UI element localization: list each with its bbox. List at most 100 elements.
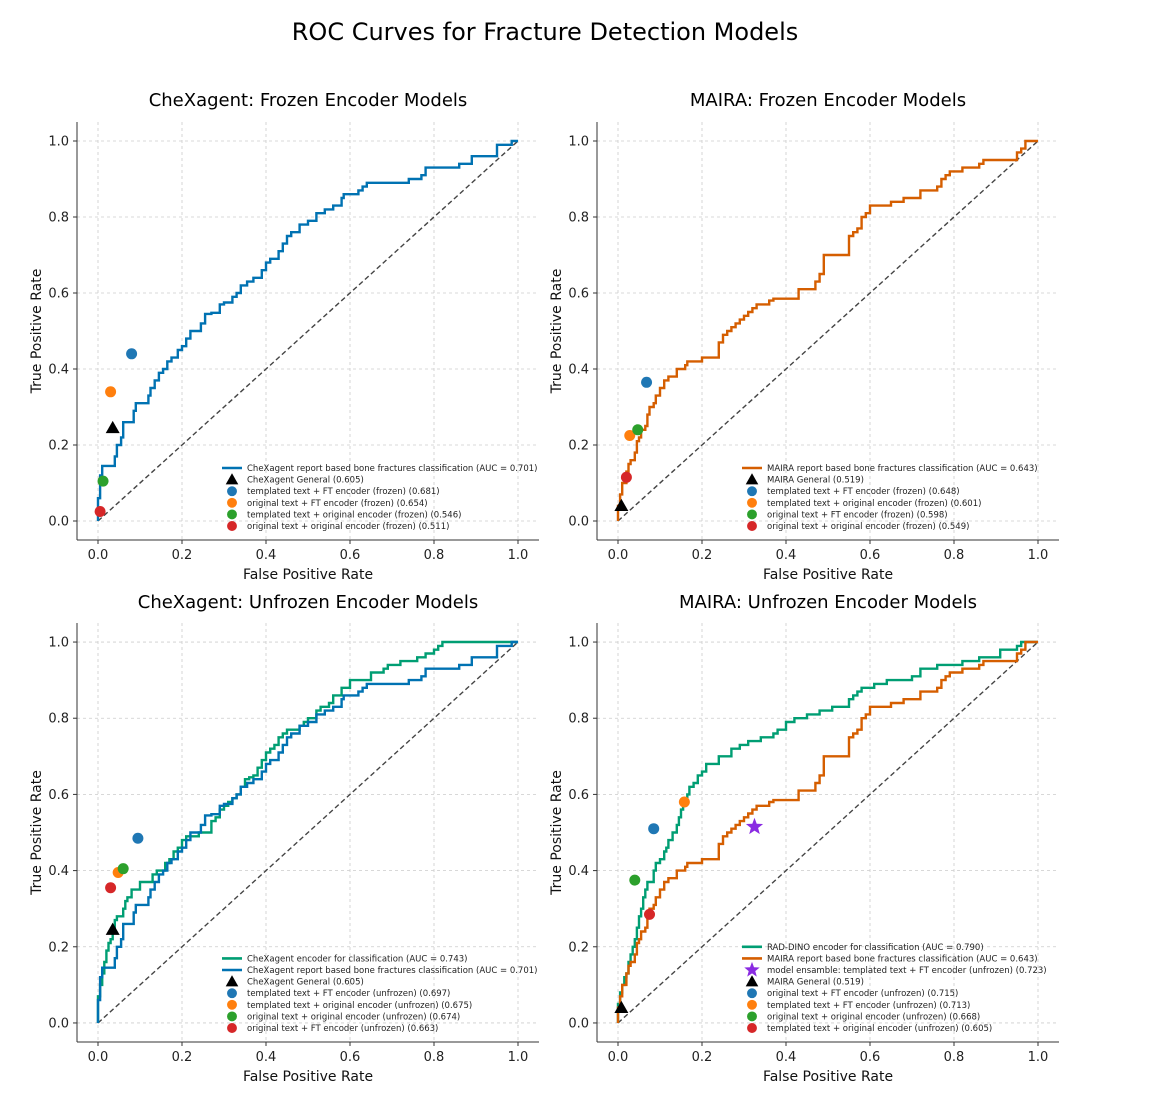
legend-marker-circle (227, 1023, 237, 1033)
y-tick-label: 0.0 (48, 1016, 69, 1031)
panel-title: CheXagent: Frozen Encoder Models (149, 90, 468, 111)
roc-panel-2: 0.0 0.2 0.4 0.6 0.8 1.0 0.0 0.2 0.4 0.6 0.8 1.0 MAIR… (549, 90, 1059, 583)
operating-point-triangle (614, 498, 629, 512)
y-tick-label: 0.4 (568, 363, 589, 378)
x-tick-label: 0.8 (944, 548, 965, 563)
x-tick-label: 1.0 (1028, 548, 1049, 563)
legend-entry-label: templated text + original encoder (unfro… (767, 1024, 992, 1034)
y-tick-label: 0.6 (568, 287, 589, 302)
legend-entry-label: model ensamble: templated text + FT enco… (767, 966, 1047, 976)
legend-entry-label: original text + FT encoder (unfrozen) (0… (247, 1024, 438, 1034)
legend-marker-circle (227, 497, 237, 508)
y-tick-label: 0.8 (48, 211, 69, 226)
operating-point-circle (126, 348, 138, 360)
legend-entry-label: templated text + FT encoder (frozen) (0.… (767, 487, 960, 497)
panel-title: CheXagent: Unfrozen Encoder Models (138, 592, 479, 613)
x-tick-label: 0.2 (172, 548, 193, 563)
legend-entry-label: original text + FT encoder (frozen) (0.5… (767, 510, 948, 520)
legend-marker-circle (747, 486, 757, 497)
operating-point-triangle (105, 922, 120, 935)
operating-point-circle (624, 430, 636, 441)
legend-marker-triangle (225, 975, 239, 987)
legend-entry-label: CheXagent report based bone fractures cl… (247, 464, 537, 474)
legend-entry-label: MAIRA General (0.519) (767, 476, 864, 486)
x-tick-label: 0.6 (860, 548, 881, 563)
x-tick-label: 0.0 (608, 548, 629, 563)
legend-marker-circle (227, 988, 237, 999)
y-tick-label: 0.8 (568, 211, 589, 226)
legend-marker-circle (747, 521, 757, 531)
y-tick-label: 0.0 (568, 1016, 589, 1031)
operating-point-circle (644, 908, 655, 920)
y-axis-label: True Positive Rate (549, 770, 565, 896)
legend-entry-label: CheXagent encoder for classification (AU… (247, 954, 467, 964)
legend-entry-label: MAIRA General (0.519) (767, 978, 864, 988)
x-tick-label: 0.6 (340, 1050, 361, 1065)
legend: MAIRA report based bone fractures classi… (742, 464, 1038, 532)
x-tick-label: 0.0 (88, 548, 109, 563)
y-tick-label: 0.0 (48, 515, 69, 530)
operating-point-triangle (614, 1000, 629, 1013)
x-tick-label: 0.2 (172, 1050, 193, 1065)
figure-title: ROC Curves for Fracture Detection Models (291, 18, 799, 46)
x-tick-label: 0.4 (776, 1050, 797, 1065)
legend-entry-label: templated text + FT encoder (unfrozen) (… (767, 1001, 970, 1011)
x-axis-label: False Positive Rate (763, 567, 893, 583)
roc-panel-3: 0.0 0.2 0.4 0.6 0.8 1.0 0.0 0.2 0.4 0.6 0.8 1.0 CheX… (29, 592, 539, 1085)
x-tick-label: 0.6 (860, 1050, 881, 1065)
roc-panel-4: 0.0 0.2 0.4 0.6 0.8 1.0 0.0 0.2 0.4 0.6 0.8 1.0 MAIR… (549, 592, 1059, 1085)
y-tick-label: 0.2 (48, 940, 69, 955)
x-tick-label: 0.2 (692, 548, 713, 563)
operating-point-circle (105, 386, 117, 398)
legend-marker-circle (747, 999, 757, 1010)
operating-point-circle (105, 882, 117, 894)
operating-point-circle (648, 823, 660, 835)
legend-marker-circle (227, 521, 237, 531)
legend-entry-label: MAIRA report based bone fractures classi… (767, 464, 1038, 474)
x-tick-label: 0.4 (256, 548, 277, 563)
legend-marker-circle (747, 1023, 757, 1033)
x-tick-label: 0.0 (608, 1050, 629, 1065)
roc-curve-1 (616, 139, 1038, 521)
y-tick-label: 0.2 (568, 940, 589, 955)
x-tick-label: 0.2 (692, 1050, 713, 1065)
roc-curve-2 (616, 640, 1038, 1023)
operating-point-star (745, 817, 764, 835)
legend-marker-circle (227, 999, 237, 1010)
roc-curve-2 (96, 640, 518, 1023)
x-axis-label: False Positive Rate (763, 1069, 893, 1085)
operating-point-circle (97, 475, 109, 487)
legend-marker-circle (747, 1011, 757, 1022)
legend-marker-circle (227, 486, 237, 497)
x-tick-label: 0.8 (424, 1050, 445, 1065)
operating-point-circle (632, 424, 644, 436)
legend: CheXagent report based bone fractures cl… (222, 464, 537, 532)
operating-point-circle (132, 832, 144, 844)
y-tick-label: 1.0 (568, 135, 589, 150)
legend-marker-circle (227, 1011, 237, 1022)
x-axis-label: False Positive Rate (243, 567, 373, 583)
legend-marker-circle (747, 497, 757, 508)
legend-entry-label: original text + FT encoder (unfrozen) (0… (767, 989, 958, 999)
chance-diagonal-line (617, 140, 1039, 522)
y-tick-label: 1.0 (48, 135, 69, 150)
operating-point-circle (678, 796, 690, 808)
legend-entry-label: original text + original encoder (frozen… (247, 522, 449, 532)
legend-entry-label: original text + original encoder (unfroz… (247, 1012, 460, 1022)
legend-entry-label: templated text + original encoder (froze… (767, 499, 981, 509)
y-tick-label: 0.2 (48, 439, 69, 454)
y-tick-label: 0.4 (48, 363, 69, 378)
chance-diagonal-line (617, 641, 1039, 1024)
y-tick-label: 0.2 (568, 439, 589, 454)
y-axis-label: True Positive Rate (549, 269, 565, 395)
legend-entry-label: CheXagent report based bone fractures cl… (247, 966, 537, 976)
x-tick-label: 0.4 (776, 548, 797, 563)
y-tick-label: 0.6 (568, 788, 589, 803)
legend-marker-star (744, 961, 760, 977)
x-tick-label: 1.0 (508, 548, 529, 563)
legend-entry-label: templated text + FT encoder (unfrozen) (… (247, 989, 450, 999)
x-tick-label: 1.0 (508, 1050, 529, 1065)
x-tick-label: 0.8 (944, 1050, 965, 1065)
x-tick-label: 0.0 (88, 1050, 109, 1065)
legend-entry-label: templated text + original encoder (unfro… (247, 1001, 472, 1011)
